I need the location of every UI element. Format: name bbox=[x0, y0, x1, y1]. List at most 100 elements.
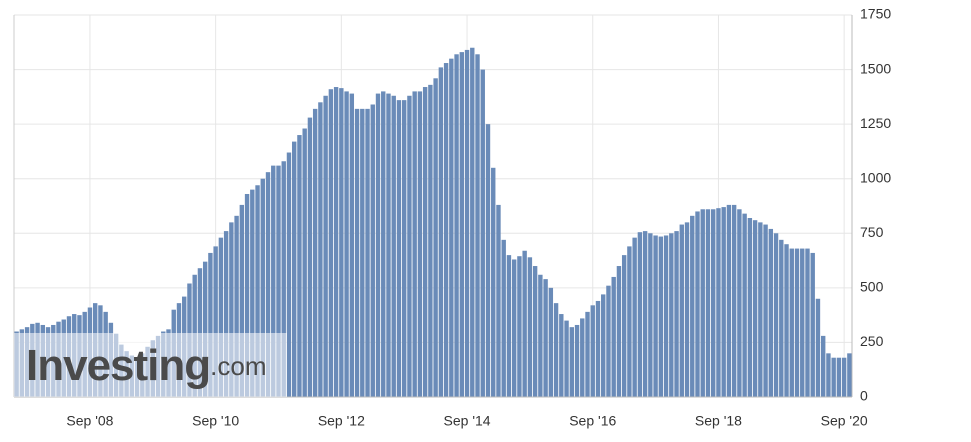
bar bbox=[391, 95, 396, 397]
bar bbox=[417, 91, 423, 398]
bar bbox=[527, 257, 533, 397]
y-tick-label: 0 bbox=[860, 388, 868, 404]
bar bbox=[648, 233, 653, 397]
bar bbox=[281, 161, 286, 397]
bar bbox=[716, 208, 721, 397]
bar bbox=[784, 244, 789, 397]
bar bbox=[297, 135, 302, 398]
bar bbox=[621, 255, 627, 397]
bar bbox=[354, 108, 360, 397]
bar bbox=[365, 108, 370, 397]
bar bbox=[585, 311, 590, 397]
bar bbox=[616, 266, 622, 397]
bar bbox=[826, 353, 831, 397]
x-tick-label: Sep '12 bbox=[318, 413, 365, 429]
bar bbox=[559, 314, 564, 397]
bar bbox=[606, 285, 611, 397]
bar bbox=[422, 87, 428, 397]
bar bbox=[480, 69, 485, 398]
bar bbox=[690, 215, 695, 397]
bar bbox=[742, 213, 747, 397]
bar bbox=[815, 298, 821, 397]
bar bbox=[569, 327, 574, 397]
watermark-brand: Investing bbox=[26, 341, 210, 390]
bar bbox=[637, 232, 643, 397]
bar bbox=[349, 93, 355, 397]
bar bbox=[396, 100, 402, 397]
bar bbox=[768, 228, 774, 397]
bar bbox=[663, 235, 669, 397]
bar bbox=[773, 233, 779, 397]
y-tick-label: 250 bbox=[860, 333, 884, 349]
bar bbox=[658, 236, 664, 397]
bar bbox=[721, 207, 726, 397]
bar bbox=[229, 222, 234, 397]
bar bbox=[737, 209, 742, 397]
bar bbox=[292, 141, 297, 397]
bar bbox=[700, 209, 705, 397]
x-tick-label: Sep '16 bbox=[569, 413, 616, 429]
bar bbox=[758, 222, 763, 397]
bar bbox=[339, 88, 344, 397]
bar bbox=[302, 128, 307, 397]
bar bbox=[464, 49, 470, 397]
x-tick-label: Sep '10 bbox=[192, 413, 239, 429]
bar bbox=[496, 204, 501, 397]
bar bbox=[711, 209, 716, 397]
bar bbox=[208, 252, 213, 397]
y-tick-label: 1250 bbox=[860, 115, 891, 131]
bar bbox=[501, 239, 506, 397]
bar bbox=[433, 78, 438, 397]
bar bbox=[360, 108, 365, 397]
bar bbox=[491, 167, 496, 397]
bar bbox=[543, 279, 548, 397]
bar bbox=[401, 100, 407, 397]
x-tick-label: Sep '18 bbox=[695, 413, 742, 429]
bar bbox=[800, 248, 805, 397]
bar bbox=[386, 93, 391, 397]
bar bbox=[323, 95, 328, 397]
bar bbox=[307, 117, 313, 397]
bar bbox=[459, 52, 465, 397]
bar bbox=[244, 193, 250, 397]
bar bbox=[370, 104, 375, 398]
y-tick-label: 1500 bbox=[860, 60, 891, 76]
bar bbox=[820, 335, 826, 397]
bar bbox=[831, 357, 836, 397]
y-tick-label: 1000 bbox=[860, 169, 891, 185]
bar bbox=[590, 305, 595, 397]
bar bbox=[449, 58, 454, 398]
bar bbox=[312, 108, 318, 397]
bar bbox=[250, 189, 255, 397]
bar bbox=[726, 204, 732, 397]
bar bbox=[752, 220, 758, 397]
bar bbox=[789, 248, 794, 397]
y-tick-label: 750 bbox=[860, 224, 884, 240]
bar bbox=[412, 91, 417, 398]
bar bbox=[669, 233, 674, 397]
bar bbox=[470, 47, 475, 397]
bar bbox=[522, 250, 527, 397]
bar bbox=[344, 91, 349, 398]
bar bbox=[202, 261, 208, 397]
bar bbox=[779, 239, 784, 397]
bar bbox=[443, 63, 449, 397]
bar bbox=[695, 211, 700, 397]
bar bbox=[375, 93, 381, 397]
bar bbox=[747, 218, 753, 397]
bar bbox=[234, 215, 239, 397]
bar bbox=[794, 248, 800, 397]
bar bbox=[553, 303, 559, 397]
bar bbox=[632, 237, 637, 397]
bar bbox=[601, 294, 606, 397]
bar bbox=[255, 185, 260, 397]
bar bbox=[197, 268, 203, 397]
watermark: Investing.com bbox=[26, 341, 267, 390]
bar bbox=[271, 165, 276, 397]
watermark-box bbox=[14, 333, 287, 397]
bar bbox=[407, 95, 412, 397]
bar bbox=[454, 54, 459, 397]
bar bbox=[674, 231, 679, 397]
bar bbox=[260, 178, 265, 397]
